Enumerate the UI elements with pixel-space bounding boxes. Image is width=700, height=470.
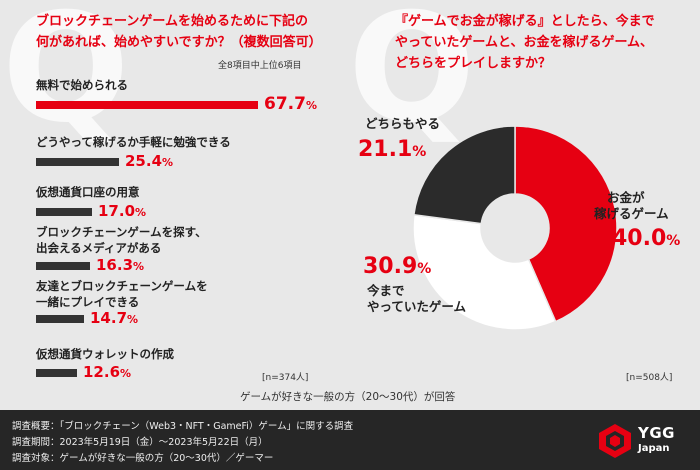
bar-value-4: 16.3%: [96, 256, 145, 274]
footer-survey-target: 調査対象：ゲームが好きな一般の方（20～30代）／ゲーマー: [12, 453, 274, 464]
bar-label-6: 仮想通貨ウォレットの作成: [36, 347, 174, 361]
right-n-label: [n=508人]: [626, 373, 673, 383]
right-title-line3: どちらをプレイしますか？: [395, 56, 552, 71]
donut-chart: [412, 125, 618, 331]
respondent-note: ゲームが好きな一般の方（20～30代）が回答: [240, 391, 456, 403]
pie-slice-earn: [514, 125, 618, 323]
bar-2: [36, 158, 119, 166]
bar-value-3: 17.0%: [98, 202, 147, 220]
right-q-glyph: Q: [348, 0, 476, 156]
pie-label-previous-line1: 今まで: [367, 283, 405, 298]
bar-value-5: 14.7%: [90, 309, 139, 327]
footer-survey-title: 調査概要：「ブロックチェーン（Web3・NFT・GameFi）ゲーム」に関する調…: [12, 421, 354, 432]
bar-3: [36, 208, 92, 216]
ygg-japan-logo: YGG Japan: [596, 422, 686, 462]
bar-1: [36, 101, 258, 109]
logo-text-ygg: YGG: [638, 424, 675, 442]
pie-value-previous: 30.9%: [363, 254, 432, 279]
pie-label-earn-line1: お金が: [607, 190, 645, 205]
bar-value-2: 25.4%: [125, 152, 174, 170]
bar-label-3: 仮想通貨口座の用意: [36, 185, 140, 199]
pie-label-both: どちらもやる: [365, 116, 441, 131]
pie-slice-previous: [412, 213, 557, 331]
bar-4: [36, 262, 90, 270]
bar-label-1: 無料で始められる: [36, 78, 128, 92]
footer: 調査概要：「ブロックチェーン（Web3・NFT・GameFi）ゲーム」に関する調…: [0, 410, 700, 470]
left-q-glyph: Q: [2, 0, 130, 156]
bar-label-4: 出会えるメディアがある: [36, 241, 162, 255]
left-title-line2: 何があれば、始めやすいですか？（複数回答可）: [36, 35, 322, 50]
ygg-cube-logo-icon: [599, 424, 631, 458]
bar-5: [36, 315, 84, 323]
footer-survey-period: 調査期間：2023年5月19日（金）～2023年5月22日（月）: [12, 437, 268, 448]
left-subnote: 全8項目中上位6項目: [218, 61, 302, 71]
pie-label-previous-line2: やっていたゲーム: [367, 299, 467, 314]
pie-value-earn: 40.0%: [612, 226, 681, 251]
logo-text-japan: Japan: [638, 443, 670, 454]
pie-slice-both: [413, 125, 516, 225]
bar-6: [36, 369, 77, 377]
bar-label-5: 一緒にプレイできる: [36, 295, 140, 309]
bar-value-1: 67.7%: [264, 94, 317, 114]
right-title-line1: 『ゲームでお金が稼げる』としたら、今まで: [395, 14, 655, 29]
bar-label-5: 友達とブロックチェーンゲームを: [36, 279, 208, 293]
bar-label-2: どうやって稼げるか手軽に勉強できる: [36, 135, 231, 149]
bar-label-4: ブロックチェーンゲームを探す、: [36, 225, 207, 239]
left-n-label: [n=374人]: [262, 373, 309, 383]
bar-value-6: 12.6%: [83, 363, 132, 381]
right-title-line2: やっていたゲームと、お金を稼げるゲーム、: [395, 35, 654, 50]
pie-value-both: 21.1%: [358, 137, 427, 162]
pie-label-earn-line2: 稼げるゲーム: [594, 206, 669, 221]
left-title-line1: ブロックチェーンゲームを始めるために下記の: [36, 14, 308, 29]
